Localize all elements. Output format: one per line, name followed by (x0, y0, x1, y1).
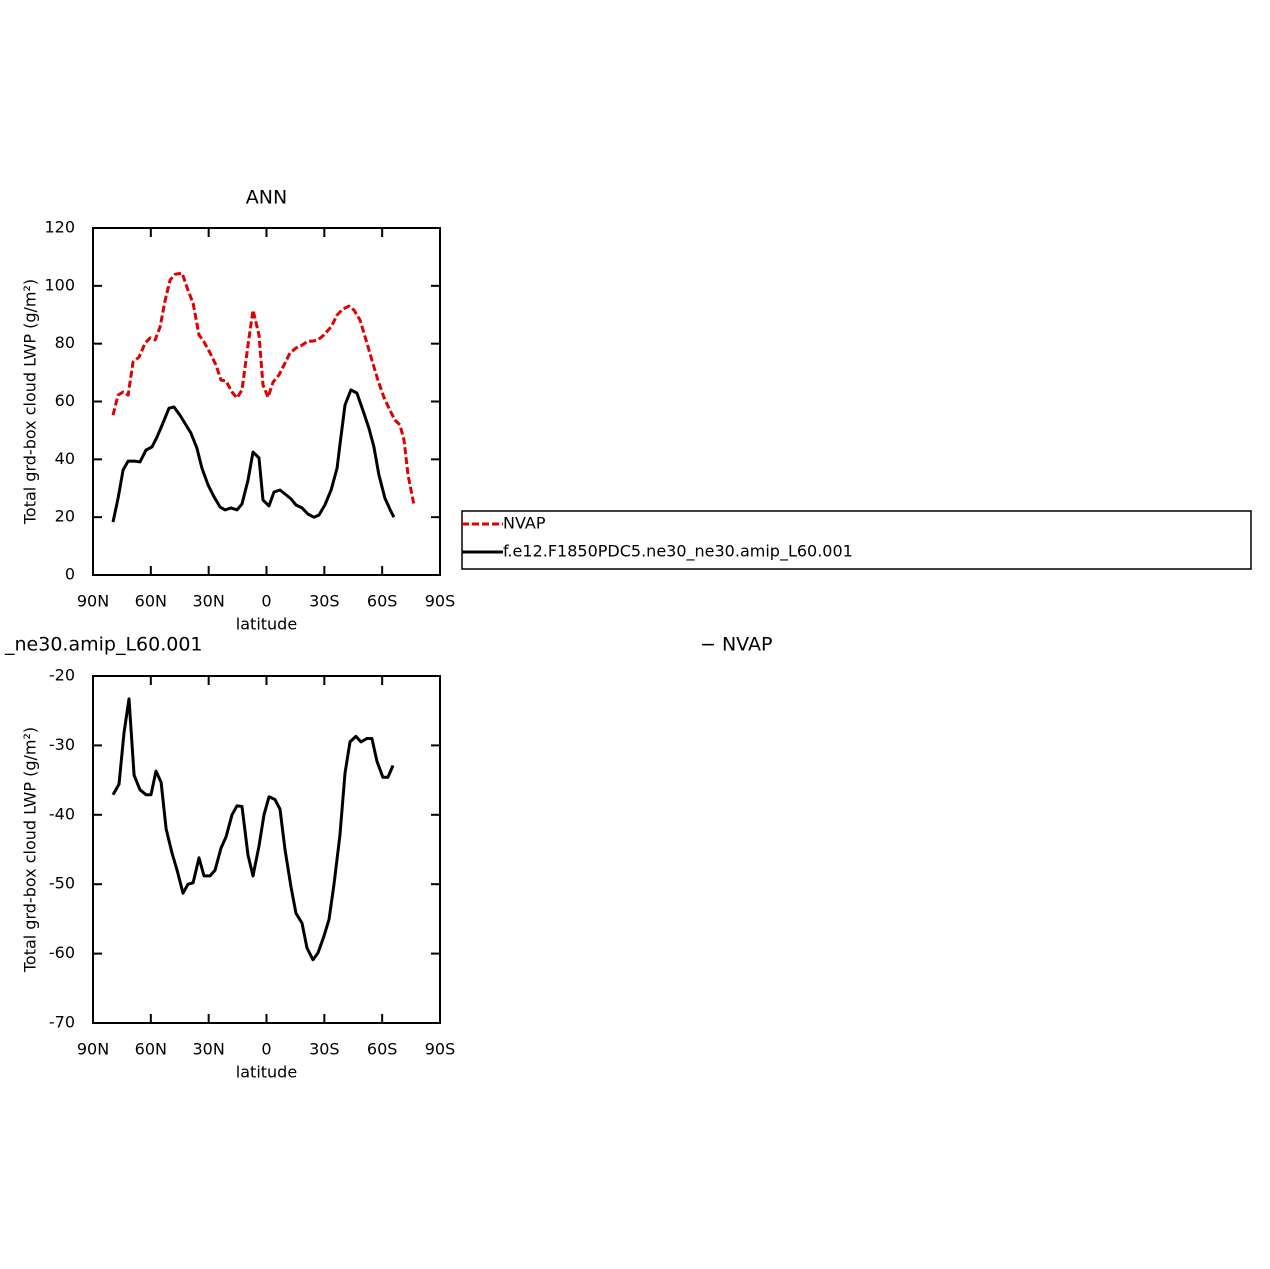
series-line (111, 697, 395, 962)
y-axis-label: Total grd-box cloud LWP (g/m²) (21, 727, 40, 973)
chart-title: ANN (246, 187, 287, 209)
x-tick-label: 90N (77, 1040, 109, 1059)
y-tick-label: -60 (49, 943, 75, 962)
x-tick-label: 90N (77, 592, 109, 611)
y-tick-label: 40 (55, 449, 75, 468)
x-tick-label: 90S (425, 1040, 456, 1059)
x-tick-label: 60S (367, 592, 398, 611)
legend-label: f.e12.F1850PDC5.ne30_ne30.amip_L60.001 (503, 542, 853, 562)
x-tick-label: 30N (193, 592, 225, 611)
x-tick-label: 0 (261, 1040, 271, 1059)
series-line (111, 388, 396, 523)
x-tick-label: 30S (309, 592, 340, 611)
y-tick-label: 20 (55, 507, 75, 526)
y-tick-label: -50 (49, 874, 75, 893)
y-tick-label: -30 (49, 735, 75, 754)
plot-frame (92, 675, 441, 1024)
y-tick-label: 120 (44, 218, 75, 237)
x-tick-label: 30N (193, 1040, 225, 1059)
x-tick-label: 60N (135, 592, 167, 611)
x-tick-label: 0 (261, 592, 271, 611)
y-tick-label: -20 (49, 666, 75, 685)
chart-title-right: − NVAP (700, 634, 772, 656)
plot-frame (92, 227, 441, 576)
x-tick-label: 60S (367, 1040, 398, 1059)
series-line (111, 271, 416, 506)
x-axis-label: latitude (236, 1063, 297, 1082)
x-tick-label: 60N (135, 1040, 167, 1059)
x-axis-label: latitude (236, 615, 297, 634)
y-tick-label: -70 (49, 1013, 75, 1032)
y-tick-label: -40 (49, 804, 75, 823)
y-tick-label: 80 (55, 333, 75, 352)
y-tick-label: 60 (55, 391, 75, 410)
y-tick-label: 0 (65, 565, 75, 584)
legend-box (461, 510, 1252, 570)
chart-title-left: _ne30.amip_L60.001 (4, 634, 203, 656)
y-tick-label: 100 (44, 275, 75, 294)
x-tick-label: 90S (425, 592, 456, 611)
x-tick-label: 30S (309, 1040, 340, 1059)
y-axis-label: Total grd-box cloud LWP (g/m²) (21, 279, 40, 525)
legend-label: NVAP (503, 514, 546, 533)
